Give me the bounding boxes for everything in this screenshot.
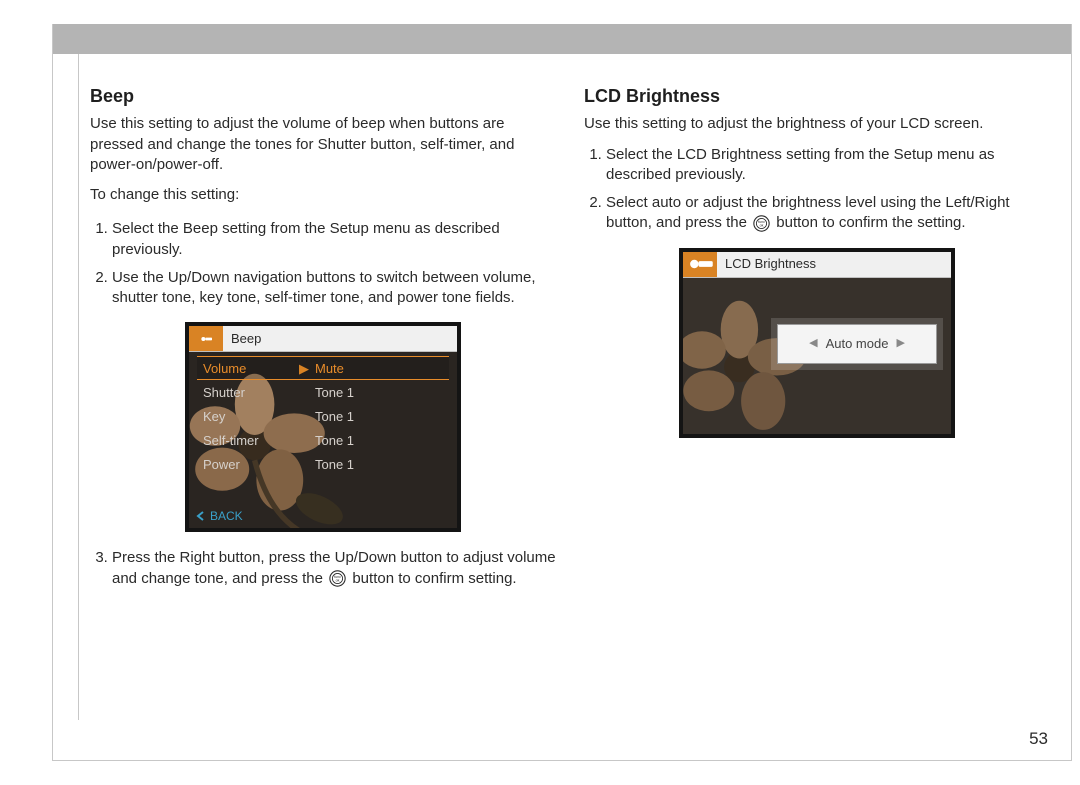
lcd-menu-row: Key Tone 1 (197, 404, 449, 428)
func-ok-icon: funcok (329, 570, 346, 587)
gutter-line (78, 54, 79, 720)
beep-steps: Select the Beep setting from the Setup m… (90, 219, 556, 308)
setup-tab-icon (683, 252, 717, 277)
menu-arrow-icon: ▶ (299, 360, 315, 378)
beep-intro: Use this setting to adjust the volume of… (90, 114, 556, 175)
lcd-brightness-screenshot: LCD Brightness ◀ Auto mode ▶ (679, 248, 955, 438)
beep-step-3: Press the Right button, press the Up/Dow… (112, 548, 556, 589)
menu-key: Key (203, 408, 299, 426)
menu-value: Tone 1 (315, 384, 443, 402)
lcd-beep-screenshot: Beep Volume▶MuteShutterTone 1KeyTone 1Se… (185, 322, 461, 532)
heading-lcd-brightness: LCD Brightness (584, 84, 1050, 108)
lcd-steps: Select the LCD Brightness setting from t… (584, 145, 1050, 234)
content-columns: Beep Use this setting to adjust the volu… (90, 84, 1050, 597)
beep-steps-cont: Press the Right button, press the Up/Dow… (90, 548, 556, 589)
lcd-beep-menu: Volume▶MuteShutterTone 1KeyTone 1Self-ti… (197, 356, 449, 476)
lcd-menu-row: Shutter Tone 1 (197, 380, 449, 404)
heading-beep: Beep (90, 84, 556, 108)
menu-key: Self-timer (203, 432, 299, 450)
lcd-step-2: Select auto or adjust the brightness lev… (606, 193, 1050, 234)
lcd-back-button: BACK (195, 508, 243, 524)
menu-key: Volume (203, 360, 299, 378)
beep-step-3b: button to confirm setting. (348, 570, 516, 587)
lcd-menu-row: Power Tone 1 (197, 452, 449, 476)
setup-tab-icon (189, 326, 223, 351)
beep-step-1: Select the Beep setting from the Setup m… (112, 219, 556, 260)
menu-value: Tone 1 (315, 456, 443, 474)
svg-text:ok: ok (760, 223, 764, 227)
beep-step-2: Use the Up/Down navigation buttons to sw… (112, 268, 556, 309)
func-ok-icon: funcok (753, 215, 770, 232)
lcd-step-2b: button to confirm the setting. (772, 214, 965, 231)
menu-value: Tone 1 (315, 408, 443, 426)
lcd-menu-row: Volume▶Mute (197, 356, 449, 380)
menu-key: Shutter (203, 384, 299, 402)
lcd-intro: Use this setting to adjust the brightnes… (584, 114, 1050, 134)
back-arrow-icon (195, 510, 207, 522)
lcd-brightness-title: LCD Brightness (725, 255, 816, 273)
svg-text:ok: ok (336, 579, 340, 583)
page-number: 53 (1029, 729, 1048, 749)
brightness-value: Auto mode (826, 335, 889, 353)
lcd-brightness-header: LCD Brightness (683, 252, 951, 278)
lcd-step-1: Select the LCD Brightness setting from t… (606, 145, 1050, 186)
column-right: LCD Brightness Use this setting to adjus… (584, 84, 1050, 597)
menu-value: Tone 1 (315, 432, 443, 450)
menu-key: Power (203, 456, 299, 474)
lcd-back-label: BACK (210, 508, 243, 524)
lcd-beep-header: Beep (189, 326, 457, 352)
chevron-right-icon: ▶ (896, 336, 904, 351)
column-left: Beep Use this setting to adjust the volu… (90, 84, 556, 597)
beep-lead: To change this setting: (90, 185, 556, 205)
chevron-left-icon: ◀ (809, 336, 817, 351)
lcd-menu-row: Self-timer Tone 1 (197, 428, 449, 452)
menu-value: Mute (315, 360, 443, 378)
brightness-popup: ◀ Auto mode ▶ (777, 324, 937, 364)
lcd-beep-title: Beep (231, 330, 261, 348)
